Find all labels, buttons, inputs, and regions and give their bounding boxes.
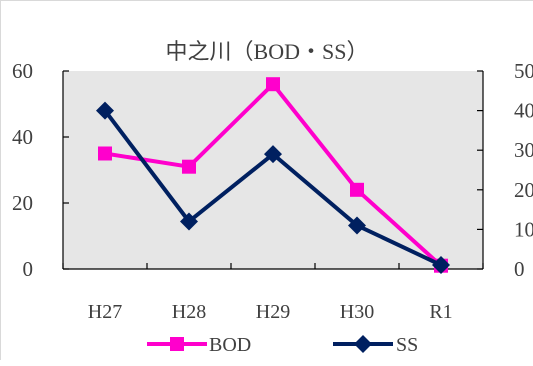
data-point [96,101,114,120]
data-point [432,256,450,275]
right-tick-label: 10 [514,217,533,241]
legend-marker [170,337,184,351]
chart-title: 中之川（BOD・SS） [166,39,369,64]
data-point [180,212,198,231]
data-point [348,216,366,235]
left-tick-label: 40 [12,125,33,149]
data-point [182,159,196,174]
right-tick-label: 0 [514,257,525,281]
right-tick-label: 20 [514,178,533,202]
left-tick-label: 0 [23,257,34,281]
left-y-axis: 0 20 40 60 [12,59,69,281]
plot-area [63,71,483,269]
x-axis: H27 H28 H29 H30 R1 [62,263,484,323]
series-bod [98,77,448,273]
legend-item-ss: SS [333,334,418,356]
right-tick-label: 50 [514,59,533,83]
legend-marker [354,335,372,353]
left-tick-label: 20 [12,191,33,215]
data-point [98,146,112,161]
data-point [264,145,282,164]
x-tick-label: R1 [429,301,452,323]
legend-label: SS [396,334,418,356]
legend-label: BOD [209,334,251,356]
x-tick-label: H29 [256,301,290,323]
x-tick-label: H27 [88,301,122,323]
series-ss [96,101,450,275]
right-tick-label: 40 [514,99,533,123]
data-point [266,77,280,92]
x-tick-label: H28 [172,301,206,323]
legend: BOD SS [147,334,418,356]
data-point [350,182,364,197]
x-tick-label: H30 [340,301,374,323]
series-layer [96,77,450,275]
legend-item-bod: BOD [147,334,251,356]
left-tick-label: 60 [12,59,33,83]
right-y-axis: 0 10 20 30 40 50 [477,59,533,281]
right-tick-label: 30 [514,138,533,162]
